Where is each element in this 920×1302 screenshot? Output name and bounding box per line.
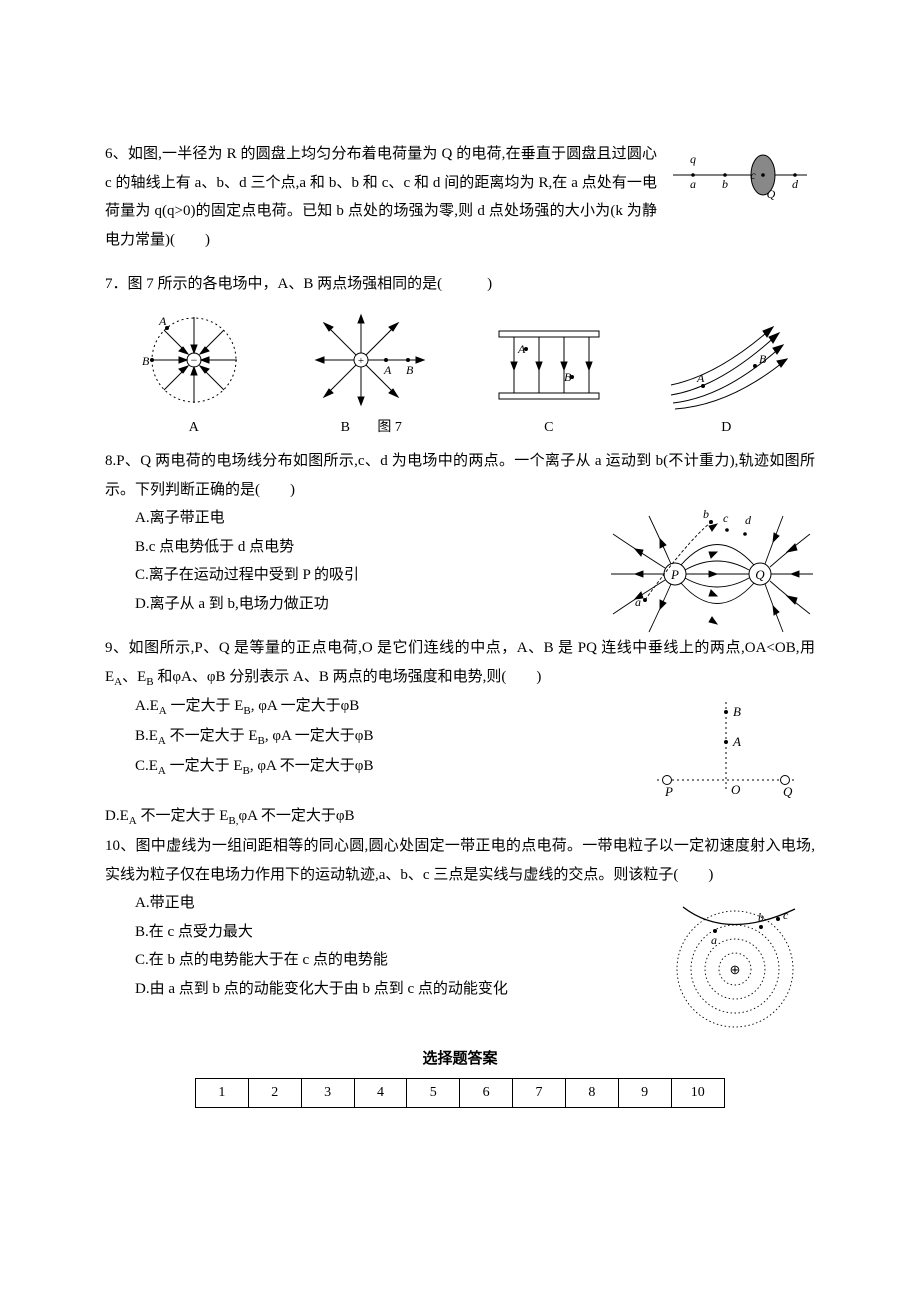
q7-fig-c: A B C [484,315,614,442]
svg-text:b: b [703,507,709,521]
svg-text:A: A [732,734,741,749]
table-header: 1 [196,1078,249,1108]
svg-text:b: b [758,910,764,924]
q7-stem: 7．图 7 所示的各电场中，A、B 两点场强相同的是( ) [105,270,815,299]
fig7-caption: 图 7 [377,420,402,435]
svg-text:Q: Q [755,567,765,582]
svg-text:A: A [517,342,526,356]
q7-label-a: A [129,415,259,442]
svg-text:a: a [711,933,717,947]
svg-text:d: d [745,513,752,527]
q6-svg: q a b c d Q [665,140,815,200]
table-header: 2 [248,1078,301,1108]
table-header: 9 [618,1078,671,1108]
svg-text:P: P [664,784,673,799]
q7-figures: − A B A [105,305,815,442]
svg-text:Q: Q [783,784,793,799]
q7-fig-a: − A B A [129,305,259,442]
table-header: 10 [671,1078,724,1108]
svg-text:B: B [142,354,150,368]
svg-text:+: + [358,355,364,367]
svg-text:−: − [190,353,197,367]
answer-table: 1 2 3 4 5 6 7 8 9 10 [195,1078,725,1109]
table-header: 5 [407,1078,460,1108]
question-7: 7．图 7 所示的各电场中，A、B 两点场强相同的是( ) − [105,270,815,441]
q9-stem: 9、如图所示,P、Q 是等量的正点电荷,O 是它们连线的中点，A、B 是 PQ … [105,634,815,692]
svg-text:A: A [158,314,167,328]
q9-opt-c: C.EA 一定大于 EB, φA 不一定大于φB [105,752,635,782]
question-9: 9、如图所示,P、Q 是等量的正点电荷,O 是它们连线的中点，A、B 是 PQ … [105,634,815,832]
svg-text:B: B [564,370,572,384]
q9-opt-a: A.EA 一定大于 EB, φA 一定大于φB [105,692,635,722]
svg-text:A: A [383,363,392,377]
svg-text:a: a [635,595,641,609]
table-row: 1 2 3 4 5 6 7 8 9 10 [196,1078,725,1108]
svg-text:a: a [690,177,696,191]
svg-text:b: b [722,177,728,191]
figure-q8: P Q [605,504,815,634]
table-header: 4 [354,1078,407,1108]
q7-label-b: B [341,420,350,435]
question-10: 10、图中虚线为一组间距相等的同心圆,圆心处固定一带正电的点电荷。一带电粒子以一… [105,832,815,1039]
svg-text:B: B [406,363,414,377]
svg-text:⊕: ⊕ [730,962,741,977]
q8-stem: 8.P、Q 两电荷的电场线分布如图所示,c、d 为电场中的两点。一个离子从 a … [105,447,815,504]
svg-text:O: O [731,782,741,797]
figure-q6: q a b c d Q [665,140,815,200]
svg-text:P: P [670,567,679,582]
figure-q9: P Q O A B [635,692,815,802]
svg-text:B: B [733,704,741,719]
q7-label-c: C [484,415,614,442]
question-6: q a b c d Q 6、如图,一半径为 R 的圆盘上均匀分布着电荷量为 Q … [105,140,815,254]
svg-text:c: c [723,511,729,525]
question-8: 8.P、Q 两电荷的电场线分布如图所示,c、d 为电场中的两点。一个离子从 a … [105,447,815,634]
svg-text:c: c [783,908,789,922]
q7-label-d: D [661,415,791,442]
q7-fig-b: + A B B 图 7 [306,305,436,442]
svg-text:q: q [690,152,696,166]
table-header: 6 [460,1078,513,1108]
q10-stem: 10、图中虚线为一组间距相等的同心圆,圆心处固定一带正电的点电荷。一带电粒子以一… [105,832,815,889]
q7-fig-d: A B D [661,315,791,442]
svg-text:B: B [759,352,767,366]
q9-opt-b: B.EA 不一定大于 EB, φA 一定大于φB [105,722,635,752]
figure-q10: ⊕ a b c [655,889,815,1039]
svg-text:Q: Q [767,187,776,200]
answer-table-title: 选择题答案 [105,1045,815,1074]
svg-text:c: c [750,168,756,182]
svg-text:A: A [696,371,705,385]
svg-text:d: d [792,177,799,191]
q9-opt-d: D.EA 不一定大于 EB,φA 不一定大于φB [105,802,815,832]
table-header: 3 [301,1078,354,1108]
table-header: 8 [565,1078,618,1108]
table-header: 7 [513,1078,566,1108]
